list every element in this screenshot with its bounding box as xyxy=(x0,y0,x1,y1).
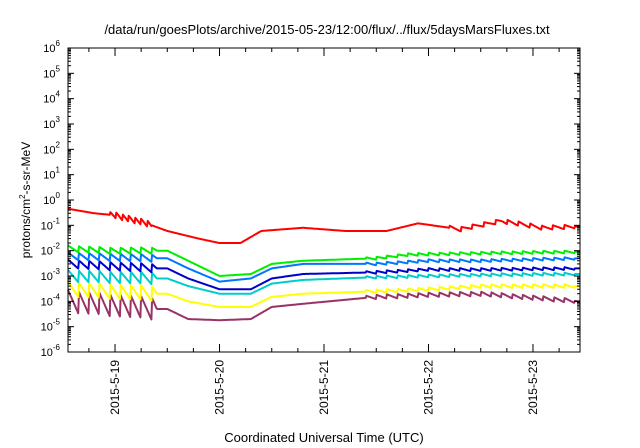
y-axis-label-main: protons/cm xyxy=(19,199,33,258)
y-tick-label: 10-5 xyxy=(41,318,61,334)
series-line xyxy=(67,281,581,308)
x-axis-label: Coordinated Universal Time (UTC) xyxy=(224,430,423,445)
y-axis-label-rest: -s-sr-MeV xyxy=(19,142,33,195)
y-tick-exponent: 0 xyxy=(56,191,61,200)
y-tick-base: 10 xyxy=(41,347,53,359)
y-tick-exponent: -3 xyxy=(53,267,61,276)
y-axis-label: protons/cm2-s-sr-MeV xyxy=(18,142,33,258)
y-tick-base: 10 xyxy=(43,119,55,131)
y-tick-label: 10-6 xyxy=(41,343,61,359)
y-tick-exponent: 2 xyxy=(56,140,61,149)
x-tick-label: 2015-5-19 xyxy=(108,360,122,415)
y-tick-exponent: 4 xyxy=(56,90,61,99)
y-tick-label: 10-4 xyxy=(41,292,61,308)
y-tick-base: 10 xyxy=(41,220,53,232)
series-line xyxy=(67,207,581,244)
y-tick-exponent: -6 xyxy=(53,343,61,352)
y-tick-base: 10 xyxy=(41,271,53,283)
y-tick-label: 10-3 xyxy=(41,267,61,283)
y-tick-exponent: 1 xyxy=(56,166,61,175)
y-tick-exponent: -4 xyxy=(53,292,61,301)
series-line xyxy=(67,258,581,291)
y-tick-base: 10 xyxy=(41,322,53,334)
x-tick-label: 2015-5-20 xyxy=(213,360,227,415)
y-tick-exponent: -5 xyxy=(53,318,61,327)
x-tick-label: 2015-5-21 xyxy=(317,360,331,415)
y-tick-label: 100 xyxy=(43,191,60,207)
x-tick-label: 2015-5-22 xyxy=(421,360,435,415)
y-tick-base: 10 xyxy=(41,246,53,258)
series-line xyxy=(67,269,581,295)
y-tick-base: 10 xyxy=(43,68,55,80)
y-tick-exponent: 3 xyxy=(56,115,61,124)
y-tick-exponent: -1 xyxy=(53,216,61,225)
y-tick-label: 105 xyxy=(43,64,60,80)
y-axis: 10-610-510-410-310-210-11001011021031041… xyxy=(41,39,580,359)
series-line xyxy=(67,251,581,283)
y-tick-base: 10 xyxy=(43,195,55,207)
y-tick-label: 106 xyxy=(43,39,60,55)
x-tick-label: 2015-5-23 xyxy=(526,360,540,415)
y-tick-label: 10-2 xyxy=(41,242,61,258)
y-tick-exponent: -2 xyxy=(53,242,61,251)
y-tick-base: 10 xyxy=(43,43,55,55)
chart-title: /data/run/goesPlots/archive/2015-05-23/1… xyxy=(104,22,550,37)
y-tick-label: 101 xyxy=(43,166,60,182)
y-tick-base: 10 xyxy=(43,170,55,182)
y-axis-label-sup: 2 xyxy=(18,194,27,199)
y-tick-exponent: 5 xyxy=(56,64,61,73)
series-line xyxy=(67,289,581,322)
y-tick-label: 102 xyxy=(43,140,60,156)
series-line xyxy=(67,244,581,277)
y-tick-label: 103 xyxy=(43,115,60,131)
y-tick-base: 10 xyxy=(41,296,53,308)
x-axis: 2015-5-19 2015-5-20 2015-5-21 2015-5-22 2015… xyxy=(88,48,560,415)
series-layer xyxy=(67,207,581,322)
y-tick-label: 104 xyxy=(43,90,60,106)
y-tick-label: 10-1 xyxy=(41,216,61,232)
y-tick-exponent: 6 xyxy=(56,39,61,48)
y-tick-base: 10 xyxy=(43,144,55,156)
y-tick-base: 10 xyxy=(43,94,55,106)
